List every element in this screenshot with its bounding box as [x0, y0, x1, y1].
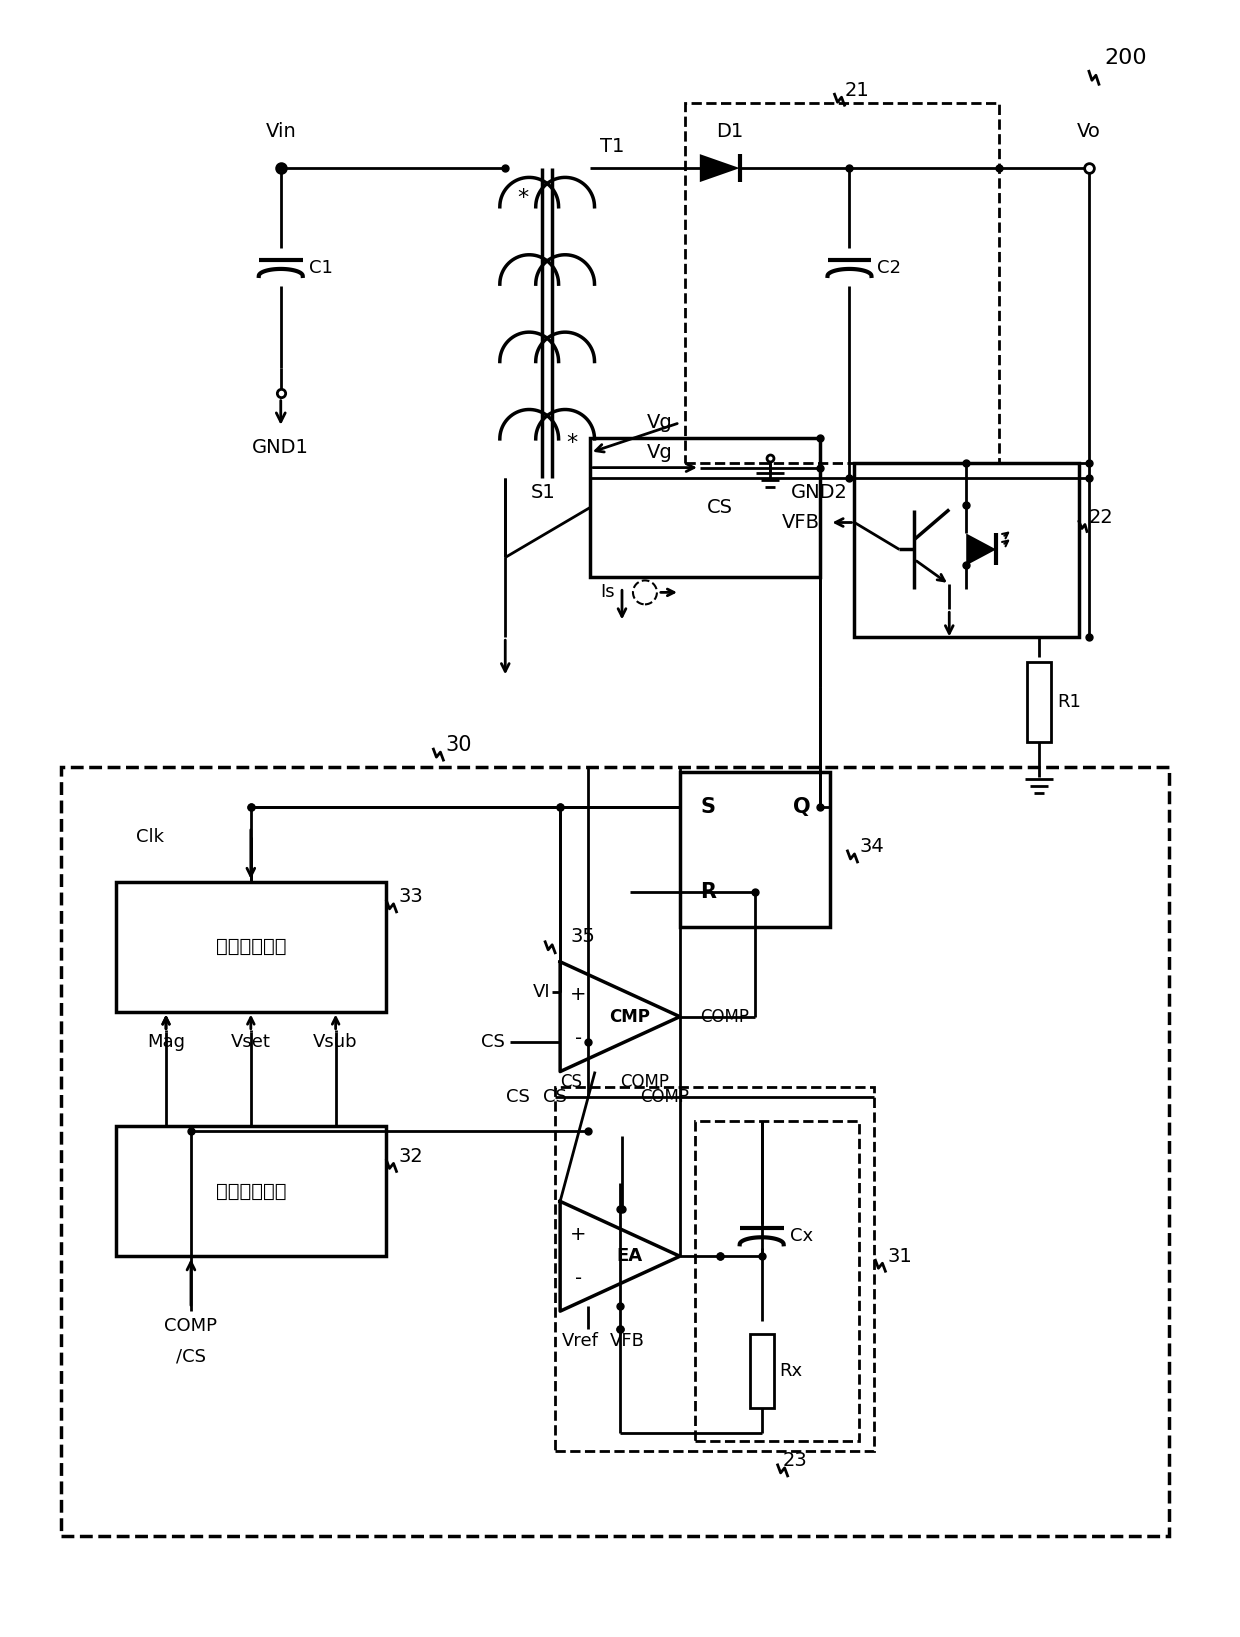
Text: Is: Is [600, 583, 615, 601]
Text: GND2: GND2 [791, 483, 848, 503]
Text: R1: R1 [1056, 692, 1081, 710]
Bar [117, 882, 386, 1012]
Text: CS: CS [481, 1033, 505, 1051]
Text: CS: CS [543, 1087, 567, 1105]
Text: S1: S1 [531, 483, 556, 503]
Text: -: - [574, 1269, 582, 1288]
Text: VFB: VFB [781, 512, 820, 532]
Text: 34: 34 [859, 838, 884, 856]
Text: 频率控制单元: 频率控制单元 [216, 938, 286, 956]
Text: D1: D1 [717, 121, 743, 141]
Text: C2: C2 [878, 259, 901, 277]
Text: Vref: Vref [562, 1333, 599, 1351]
Text: COMP: COMP [640, 1087, 689, 1105]
Text: 35: 35 [570, 927, 595, 946]
Text: C1: C1 [309, 259, 332, 277]
Text: 33: 33 [398, 887, 423, 907]
Bar [117, 1126, 386, 1256]
Text: COMP: COMP [620, 1072, 670, 1090]
Text: Vg: Vg [647, 444, 673, 462]
Text: 30: 30 [445, 735, 472, 755]
Polygon shape [699, 154, 740, 182]
Bar [1027, 663, 1052, 742]
Bar [590, 437, 820, 578]
Text: 23: 23 [782, 1452, 807, 1470]
Text: CS: CS [707, 498, 733, 517]
Text: CS: CS [560, 1072, 582, 1090]
Text: Mag: Mag [148, 1033, 185, 1051]
Text: Rx: Rx [780, 1362, 802, 1380]
Text: /CS: /CS [176, 1347, 206, 1365]
Bar [684, 103, 999, 463]
Text: COMP: COMP [699, 1008, 749, 1026]
Text: -: - [574, 1030, 582, 1048]
Text: Vo: Vo [1078, 121, 1101, 141]
Bar [680, 773, 830, 927]
Bar [854, 463, 1079, 637]
Bar [694, 1121, 859, 1441]
Text: S: S [701, 797, 715, 817]
Text: GND1: GND1 [252, 439, 309, 457]
Text: 磁场检测单元: 磁场检测单元 [216, 1182, 286, 1202]
Text: 22: 22 [1089, 507, 1114, 527]
Text: 32: 32 [398, 1148, 423, 1166]
Text: Clk: Clk [136, 828, 164, 846]
Bar [556, 1087, 874, 1450]
Text: +: + [570, 1224, 587, 1244]
Text: *: * [517, 188, 528, 208]
Text: R: R [699, 882, 715, 902]
Bar [61, 768, 1169, 1536]
Text: 31: 31 [888, 1247, 913, 1265]
Text: T1: T1 [600, 136, 625, 156]
Polygon shape [966, 534, 996, 565]
Text: EA: EA [616, 1247, 642, 1265]
Text: Vsub: Vsub [314, 1033, 358, 1051]
Text: Vin: Vin [265, 121, 296, 141]
Text: Cx: Cx [790, 1228, 812, 1246]
Text: VI: VI [532, 982, 551, 1000]
Text: +: + [570, 985, 587, 1003]
Text: 200: 200 [1104, 49, 1147, 69]
Text: Vset: Vset [231, 1033, 270, 1051]
Bar [750, 1334, 774, 1408]
Text: CMP: CMP [609, 1008, 650, 1026]
Text: *: * [567, 432, 578, 453]
Text: 21: 21 [844, 80, 869, 100]
Text: Q: Q [792, 797, 811, 817]
Text: Vg: Vg [647, 413, 673, 432]
Text: COMP: COMP [165, 1318, 217, 1336]
Text: VFB: VFB [610, 1333, 645, 1351]
Text: CS: CS [506, 1087, 531, 1105]
